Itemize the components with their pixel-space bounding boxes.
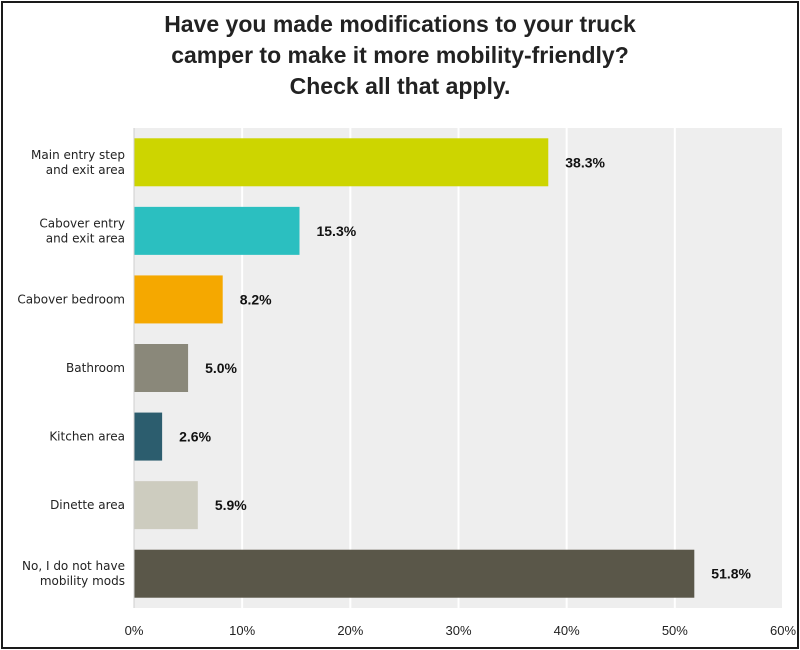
bar <box>134 344 189 392</box>
x-tick-label: 60% <box>770 623 796 638</box>
category-label: Cabover bedroom <box>17 292 125 306</box>
bar <box>134 275 223 324</box>
category-label: Dinette area <box>50 498 125 512</box>
x-tick-label: 10% <box>229 623 255 638</box>
bar <box>134 412 163 461</box>
bar <box>134 549 695 598</box>
category-label: Bathroom <box>66 361 125 375</box>
bar <box>134 481 198 530</box>
value-label: 51.8% <box>711 566 751 582</box>
chart-title-line-3: Check all that apply. <box>289 73 511 99</box>
value-label: 15.3% <box>316 223 356 239</box>
x-tick-label: 30% <box>445 623 471 638</box>
bar-chart: 0% 10% 20% 30% 40% 50% 60% 38.3% Main entry step… <box>17 128 796 638</box>
value-label: 8.2% <box>240 291 272 307</box>
category-label: No, I do not have mobility mods <box>22 559 125 588</box>
bar <box>134 138 549 187</box>
value-label: 2.6% <box>179 429 211 445</box>
value-label: 38.3% <box>565 154 605 170</box>
x-tick-label: 0% <box>125 623 144 638</box>
x-tick-label: 50% <box>662 623 688 638</box>
category-label: Cabover entry and exit area <box>39 216 125 245</box>
category-label: Kitchen area <box>49 430 125 444</box>
value-label: 5.9% <box>215 497 247 513</box>
category-label: Main entry step and exit area <box>31 148 125 177</box>
chart-title-line-2: camper to make it more mobility-friendly… <box>171 42 629 68</box>
x-tick-label: 40% <box>554 623 580 638</box>
chart-title-line-1: Have you made modifications to your truc… <box>164 11 636 37</box>
chart-title: Have you made modifications to your truc… <box>3 9 797 102</box>
value-label: 5.0% <box>205 360 237 376</box>
bar <box>134 206 300 255</box>
x-tick-label: 20% <box>337 623 363 638</box>
